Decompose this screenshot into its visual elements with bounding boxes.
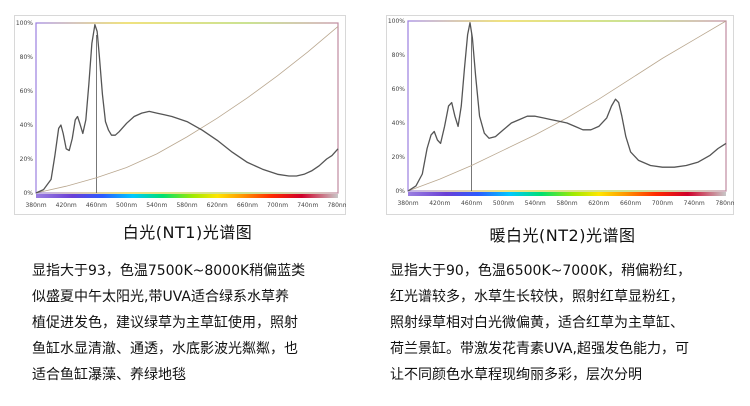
cumulative-series-line [407,20,727,192]
spectrum-series-line [35,24,339,194]
x-tick-label: 660nm [237,202,258,209]
x-tick-label: 420nm [56,202,77,209]
description-line: 植促进发色，建议绿草为主草缸使用，照射 [32,315,298,331]
y-tick-label: 20% [20,156,34,163]
x-tick-label: 540nm [525,200,546,207]
spectrum-chart-nt1: 0% 20% 40% 60% 80% 100% 380nm 420nm 460nm 500nm 54… [14,15,346,215]
x-tick-label: 380nm [25,202,46,209]
description-line: 让不同颜色水草程现绚丽多彩，层次分明 [390,367,642,383]
x-tick-label: 660nm [620,200,641,207]
description-line: 照射绿草相对白光微偏黄，适合红草为主草缸、 [390,315,684,331]
description-line: 似盛夏中午太阳光,带UVA适合绿系水草养 [32,289,289,305]
plot-area [35,22,339,194]
chart-caption-nt2: 暖白光(NT2)光谱图 [489,226,636,245]
y-tick-label: 0% [23,190,33,197]
y-tick-label: 80% [20,54,34,61]
x-tick-label: 380nm [397,200,418,207]
spectrum-chart-nt2-svg: 0% 20% 40% 60% 80% 100% 380nm 420nm 460nm 500nm 54… [386,15,734,215]
x-tick-label: 700nm [652,200,673,207]
y-tick-label: 40% [20,122,34,129]
x-tick-label: 460nm [461,200,482,207]
y-tick-label: 80% [392,52,406,59]
description-line: 显指大于93，色温7500K~8000K稍偏蓝类 [32,263,306,279]
panel-nt2: 0% 20% 40% 60% 80% 100% 380nm 420nm 460nm 500nm 54… [375,0,750,406]
y-tick-label: 60% [392,86,406,93]
plot-area [407,20,727,192]
cumulative-series-line [35,26,339,194]
spectrum-color-bar [408,192,726,196]
description-line: 显指大于90，色温6500K~7000K，稍偏粉红， [390,263,692,279]
x-tick-label: 420nm [429,200,450,207]
y-tick-label: 20% [392,154,406,161]
y-tick-label: 100% [16,20,33,27]
chart-caption-nt1: 白光(NT1)光谱图 [122,223,253,242]
description-line: 荷兰景缸。带激发花青素UVA,超强发色能力，可 [390,341,689,357]
description-line: 红光谱较多，水草生长较快，照射红草显粉红， [390,289,684,305]
x-tick-label: 460nm [86,202,107,209]
panel-nt1: 0% 20% 40% 60% 80% 100% 380nm 420nm 460nm 500nm 54… [14,15,346,388]
spectrum-chart-nt2: 0% 20% 40% 60% 80% 100% 380nm 420nm 460nm 500nm 54… [386,15,734,215]
x-tick-label: 500nm [493,200,514,207]
description-nt2: 显指大于90，色温6500K~7000K，稍偏粉红， 红光谱较多，水草生长较快，… [390,258,740,388]
x-tick-label: 580nm [556,200,577,207]
x-tick-label: 740nm [297,202,318,209]
x-tick-label: 580nm [176,202,197,209]
spectrum-series-line [407,22,727,192]
x-tick-label: 500nm [116,202,137,209]
description-line: 适合鱼缸瀑藻、养绿地毯 [32,367,186,383]
description-nt1: 显指大于93，色温7500K~8000K稍偏蓝类 似盛夏中午太阳光,带UVA适合… [32,258,344,388]
x-tick-label: 620nm [207,202,228,209]
y-tick-label: 0% [395,188,405,195]
y-tick-label: 40% [392,120,406,127]
x-tick-label: 700nm [267,202,288,209]
description-line: 鱼缸水显清澈、通透，水底影波光粼粼，也 [32,341,298,357]
x-tick-label: 620nm [588,200,609,207]
x-tick-label: 780nm [327,202,346,209]
x-tick-label: 780nm [715,200,734,207]
spectrum-color-bar [36,194,338,198]
y-tick-label: 100% [388,18,405,25]
spectrum-chart-nt1-svg: 0% 20% 40% 60% 80% 100% 380nm 420nm 460nm 500nm 54… [14,15,346,215]
x-tick-label: 540nm [146,202,167,209]
y-tick-label: 60% [20,88,34,95]
x-tick-label: 740nm [684,200,705,207]
